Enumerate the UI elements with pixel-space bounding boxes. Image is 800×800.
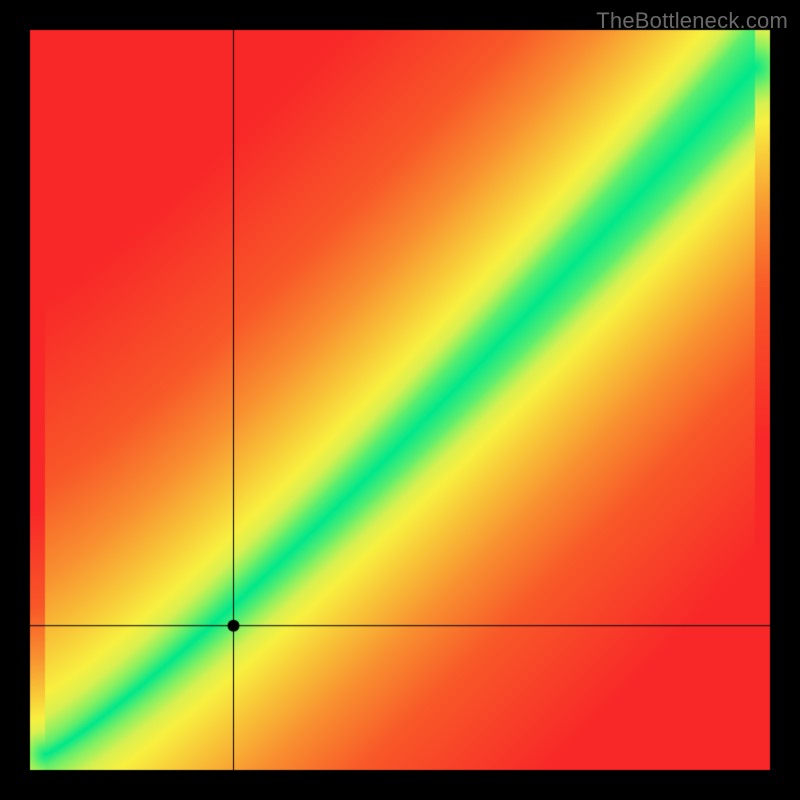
- watermark-text: TheBottleneck.com: [596, 8, 788, 34]
- heatmap-canvas: [0, 0, 800, 800]
- chart-container: { "watermark": "TheBottleneck.com", "cha…: [0, 0, 800, 800]
